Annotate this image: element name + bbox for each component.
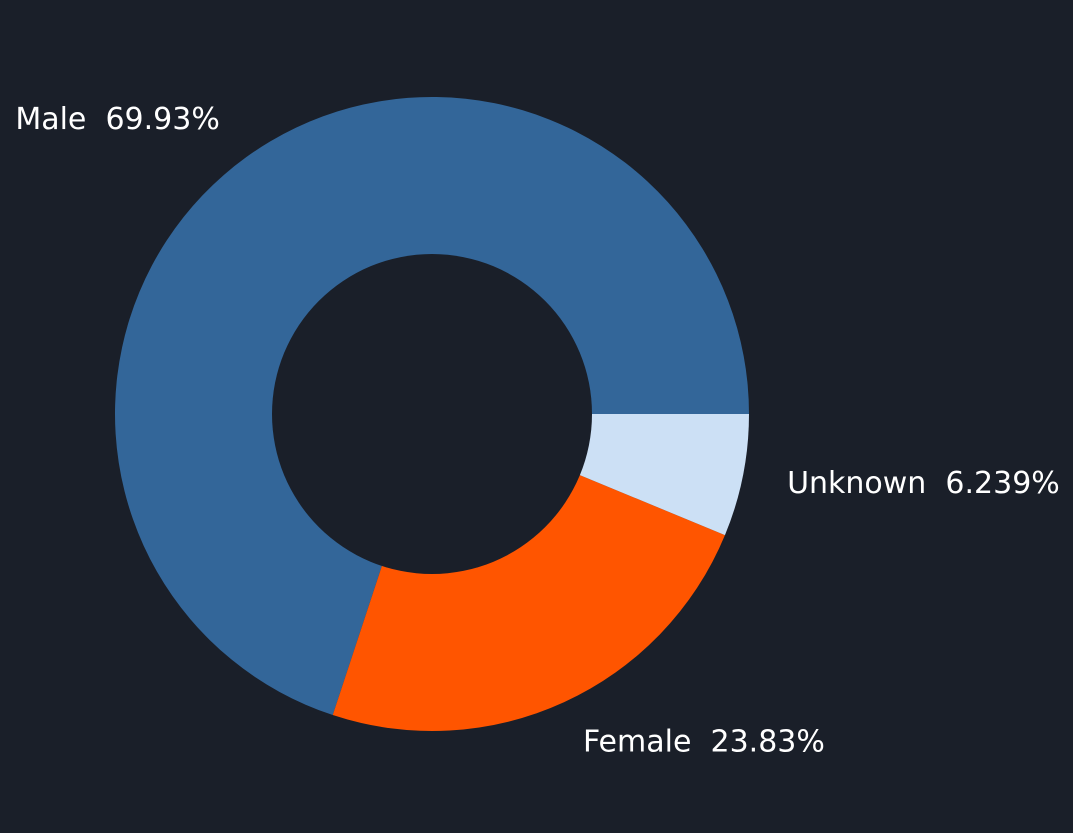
slice-label-female: Female 23.83% [583,725,825,760]
slice-label-unknown: Unknown 6.239% [787,466,1060,501]
slice-label-male: Male 69.93% [15,102,220,137]
donut-hole [272,254,592,574]
labels-layer: Male 69.93% Female 23.83% Unknown 6.239% [15,102,1059,759]
